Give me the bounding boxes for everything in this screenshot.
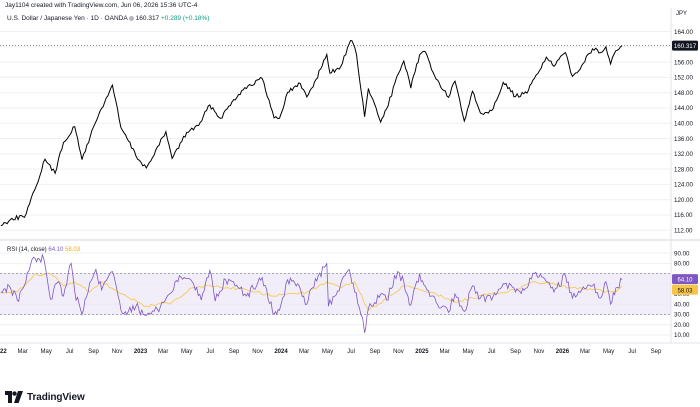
- price-axis[interactable]: 112.00 116.00 120.00 124.00 128.00 132.00 136.…: [672, 29, 698, 235]
- tradingview-logo[interactable]: TradingView: [5, 389, 85, 405]
- brand-name: TradingView: [27, 391, 85, 403]
- price-tick-label: 120.00: [674, 197, 693, 204]
- currency-label: JPY: [676, 11, 688, 17]
- time-tick-label: Nov: [534, 349, 545, 355]
- time-tick-label: Jul: [347, 349, 355, 355]
- price-tick-label: 140.00: [674, 120, 693, 127]
- price-tick-label: 116.00: [674, 212, 693, 219]
- time-tick-label: Nov: [252, 349, 263, 355]
- last-value: 160.317: [135, 15, 160, 22]
- price-tick-label: 136.00: [674, 136, 693, 143]
- rsi-tick-label: 10.00: [674, 332, 690, 339]
- symbol-legend: U.S. Dollar / Japanese Yen · 1D · OANDA 1…: [7, 15, 209, 22]
- price-tick-label: 164.00: [674, 29, 693, 36]
- rsi-indicator-label: RSI (14, close): [7, 247, 47, 253]
- time-tick-label: Mar: [439, 349, 449, 355]
- time-tick-label: May: [41, 349, 52, 355]
- rsi-ma-label: 58.03: [677, 288, 693, 294]
- rsi-tick-label: 30.00: [674, 312, 690, 319]
- price-line: [0, 39, 623, 227]
- rsi-tick-label: 40.00: [674, 301, 690, 308]
- time-tick-label: Sep: [651, 349, 662, 355]
- time-tick-label: May: [322, 349, 333, 355]
- time-tick-label: 2022: [0, 349, 7, 355]
- time-tick-label: Mar: [580, 349, 590, 355]
- rsi-legend: RSI (14, close) 64.10 58.03: [7, 247, 80, 253]
- market-status-dot: [128, 15, 134, 21]
- time-tick-label: Mar: [299, 349, 309, 355]
- rsi-tick-label: 80.00: [674, 261, 690, 268]
- rsi-tick-label: 90.00: [674, 250, 690, 257]
- rsi-band: [0, 273, 671, 315]
- time-tick-label: Jul: [628, 349, 636, 355]
- rsi-ma-label-bg: [672, 284, 698, 295]
- rsi-line: [0, 253, 623, 333]
- price-tick-label: 128.00: [674, 166, 693, 173]
- rsi-value-label: 64.10: [677, 278, 693, 284]
- time-tick-label: Jul: [488, 349, 496, 355]
- price-tick-label: 132.00: [674, 151, 693, 158]
- time-tick-label: Sep: [229, 349, 240, 355]
- time-tick-label: Jul: [66, 349, 74, 355]
- last-price-label-bg: [672, 40, 698, 51]
- time-tick-label: Sep: [510, 349, 521, 355]
- time-tick-label: Sep: [88, 349, 99, 355]
- price-tick-label: 148.00: [674, 90, 693, 97]
- price-tick-label: 112.00: [674, 227, 693, 234]
- time-tick-label: Sep: [370, 349, 381, 355]
- symbol-name: U.S. Dollar / Japanese Yen · 1D · OANDA: [7, 15, 128, 22]
- time-tick-label: Jul: [206, 349, 214, 355]
- time-tick-label: 2025: [415, 349, 429, 355]
- time-tick-label: Nov: [112, 349, 123, 355]
- time-tick-label: May: [462, 349, 473, 355]
- time-tick-label: Mar: [158, 349, 168, 355]
- time-tick-label: 2026: [556, 349, 570, 355]
- rsi-value-label-bg: [672, 274, 698, 285]
- price-tick-label: 144.00: [674, 105, 693, 112]
- rsi-tick-label: 20.00: [674, 322, 690, 329]
- time-tick-label: May: [181, 349, 192, 355]
- time-tick-label: 2023: [134, 349, 148, 355]
- rsi-axis[interactable]: 10.0020.0030.0040.0050.0064.1058.0380.00…: [672, 250, 698, 339]
- time-axis[interactable]: 2022 Mar May Jul Sep Nov 2023 Mar May Jul Sep Nov 20…: [0, 349, 662, 355]
- price-tick-label: 156.00: [674, 59, 693, 66]
- rsi-legend-value: 64.10: [48, 247, 64, 253]
- time-tick-label: May: [603, 349, 614, 355]
- rsi-ma-legend-value: 58.03: [65, 247, 81, 253]
- price-tick-label: 152.00: [674, 75, 693, 82]
- tradingview-logo-icon: [5, 391, 23, 403]
- last-price-label: 160.317: [674, 43, 697, 50]
- price-tick-label: 124.00: [674, 182, 693, 189]
- time-tick-label: Nov: [393, 349, 404, 355]
- time-tick-label: Mar: [18, 349, 28, 355]
- creator-credit: Jay1104 created with TradingView.com, Ju…: [5, 2, 198, 9]
- price-change: +0.289 (+0.18%): [160, 15, 210, 22]
- time-tick-label: 2024: [274, 349, 288, 355]
